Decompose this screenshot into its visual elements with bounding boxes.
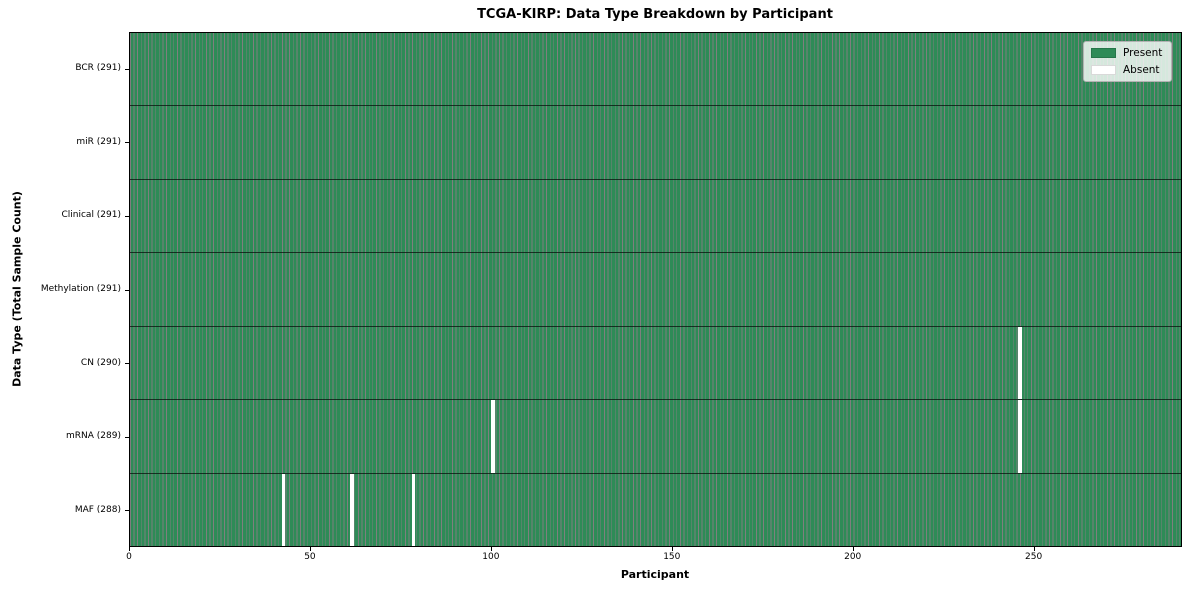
x-tick-label-0: 0 [126,552,132,562]
legend-entry-present: Present [1091,47,1162,59]
y-tick-mark [125,68,129,70]
y-tick-mark [125,289,129,291]
x-tick-mark [309,547,311,551]
y-tick-mark [125,142,129,144]
legend-swatch-absent [1091,65,1116,75]
y-tick-label-clinical: Clinical (291) [61,210,121,221]
absent-gap-mrna-100 [491,400,495,473]
x-tick-mark [490,547,492,551]
legend-swatch-present [1091,48,1116,58]
y-tick-mark [125,510,129,512]
y-tick-mark [125,363,129,365]
row-bcr [130,33,1181,107]
x-tick-label-100: 100 [482,552,500,562]
chart-title: TCGA-KIRP: Data Type Breakdown by Partic… [477,7,833,22]
row-maf [130,473,1181,546]
y-tick-mark [125,215,129,217]
absent-gap-maf-61 [350,473,354,546]
row-mir [130,106,1181,180]
x-tick-label-50: 50 [304,552,316,562]
plot-area [129,32,1182,547]
y-tick-label-bcr: BCR (291) [75,63,121,74]
legend-label-present: Present [1123,47,1163,59]
absent-gap-cn-246 [1018,326,1023,400]
absent-gap-mrna-246 [1018,400,1023,473]
y-tick-label-mir: miR (291) [76,136,121,147]
x-tick-label-250: 250 [1025,552,1043,562]
x-axis-label: Participant [620,568,690,581]
row-cn [130,326,1181,401]
absent-gap-maf-42 [281,473,286,546]
y-tick-label-cn: CN (290) [80,357,121,368]
legend-entry-absent: Absent [1091,64,1162,76]
legend-label-absent: Absent [1123,64,1160,76]
legend: Present Absent [1083,41,1173,82]
x-tick-mark [129,547,130,551]
x-tick-mark [671,547,673,551]
row-methylation [130,253,1181,327]
y-tick-label-maf: MAF (288) [74,504,121,515]
y-tick-label-mrna: mRNA (289) [66,431,121,442]
x-tick-label-200: 200 [844,552,862,562]
x-tick-label-150: 150 [663,552,681,562]
absent-gap-maf-78 [411,473,416,546]
row-clinical [130,180,1181,254]
y-tick-mark [125,436,129,438]
row-mrna [130,400,1181,474]
x-tick-mark [852,547,854,551]
x-tick-mark [1033,547,1035,551]
y-tick-label-methylation: Methylation (291) [40,284,121,294]
